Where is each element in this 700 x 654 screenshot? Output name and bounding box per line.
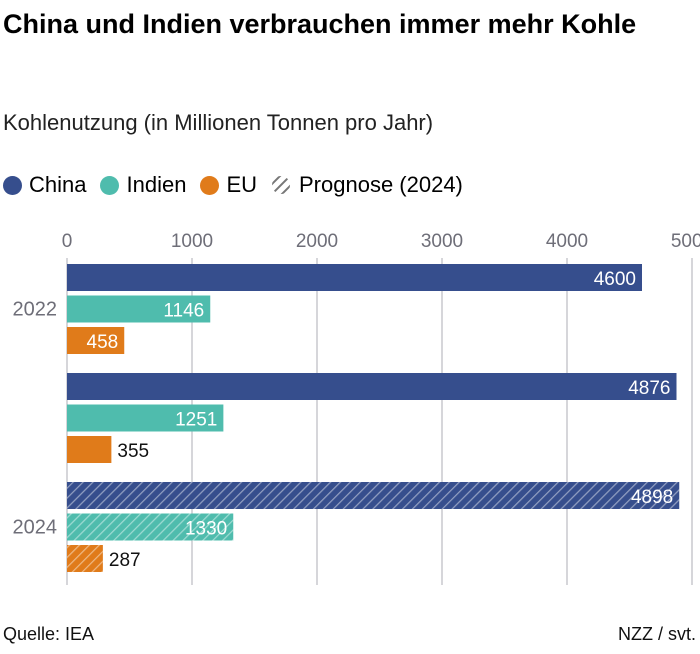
- legend-swatch: [200, 175, 220, 195]
- bar-value-label: 1146: [163, 301, 204, 322]
- legend-label: EU: [226, 172, 257, 197]
- legend-label: China: [29, 172, 87, 197]
- bar-value-label: 4876: [628, 378, 670, 399]
- x-tick-label: 4000: [546, 231, 588, 252]
- bar-china: [67, 264, 642, 291]
- bar-value-label: 4600: [594, 269, 636, 290]
- bar-hatch: [67, 513, 234, 541]
- legend: China Indien EU Prognose (2024): [3, 172, 477, 198]
- x-tick-label: 2000: [296, 231, 338, 252]
- credit-note: NZZ / svt.: [618, 624, 696, 644]
- x-tick-label: 5000: [671, 231, 700, 252]
- bar-indien: [67, 404, 224, 432]
- bar-china: [67, 373, 677, 400]
- legend-label: Prognose (2024): [299, 172, 463, 197]
- bar-value-label: 4898: [631, 487, 673, 508]
- bar-value-label: 458: [87, 332, 119, 353]
- x-tick-label: 3000: [421, 231, 463, 252]
- bar-value-label: 355: [117, 441, 149, 462]
- bar-value-label: 287: [109, 550, 141, 571]
- chart-subtitle: Kohlenutzung (in Millionen Tonnen pro Ja…: [3, 110, 434, 135]
- y-category-label: 2024: [13, 517, 58, 539]
- bar-indien: [67, 295, 211, 323]
- bar-hatch: [67, 545, 103, 572]
- bar-eu: [67, 436, 112, 463]
- chart-title: China und Indien verbrauchen immer mehr …: [3, 9, 637, 39]
- bar-value-label: 1330: [185, 519, 227, 540]
- legend-item-eu: EU: [200, 172, 257, 198]
- bar-eu: [67, 327, 125, 354]
- legend-swatch: [3, 175, 22, 195]
- bar-hatch: [67, 482, 680, 509]
- legend-item-indien: Indien: [100, 172, 186, 198]
- hatch-icon: [272, 176, 290, 194]
- y-category-label: 2022: [13, 299, 58, 321]
- legend-label: Indien: [126, 172, 187, 197]
- legend-item-prognose: Prognose (2024): [271, 172, 463, 198]
- legend-item-china: China: [3, 172, 86, 198]
- bar-value-label: 1251: [175, 410, 217, 431]
- legend-swatch: [100, 175, 120, 195]
- x-tick-label: 1000: [171, 231, 213, 252]
- x-tick-label: 0: [62, 231, 73, 252]
- source-note: Quelle: IEA: [3, 624, 95, 644]
